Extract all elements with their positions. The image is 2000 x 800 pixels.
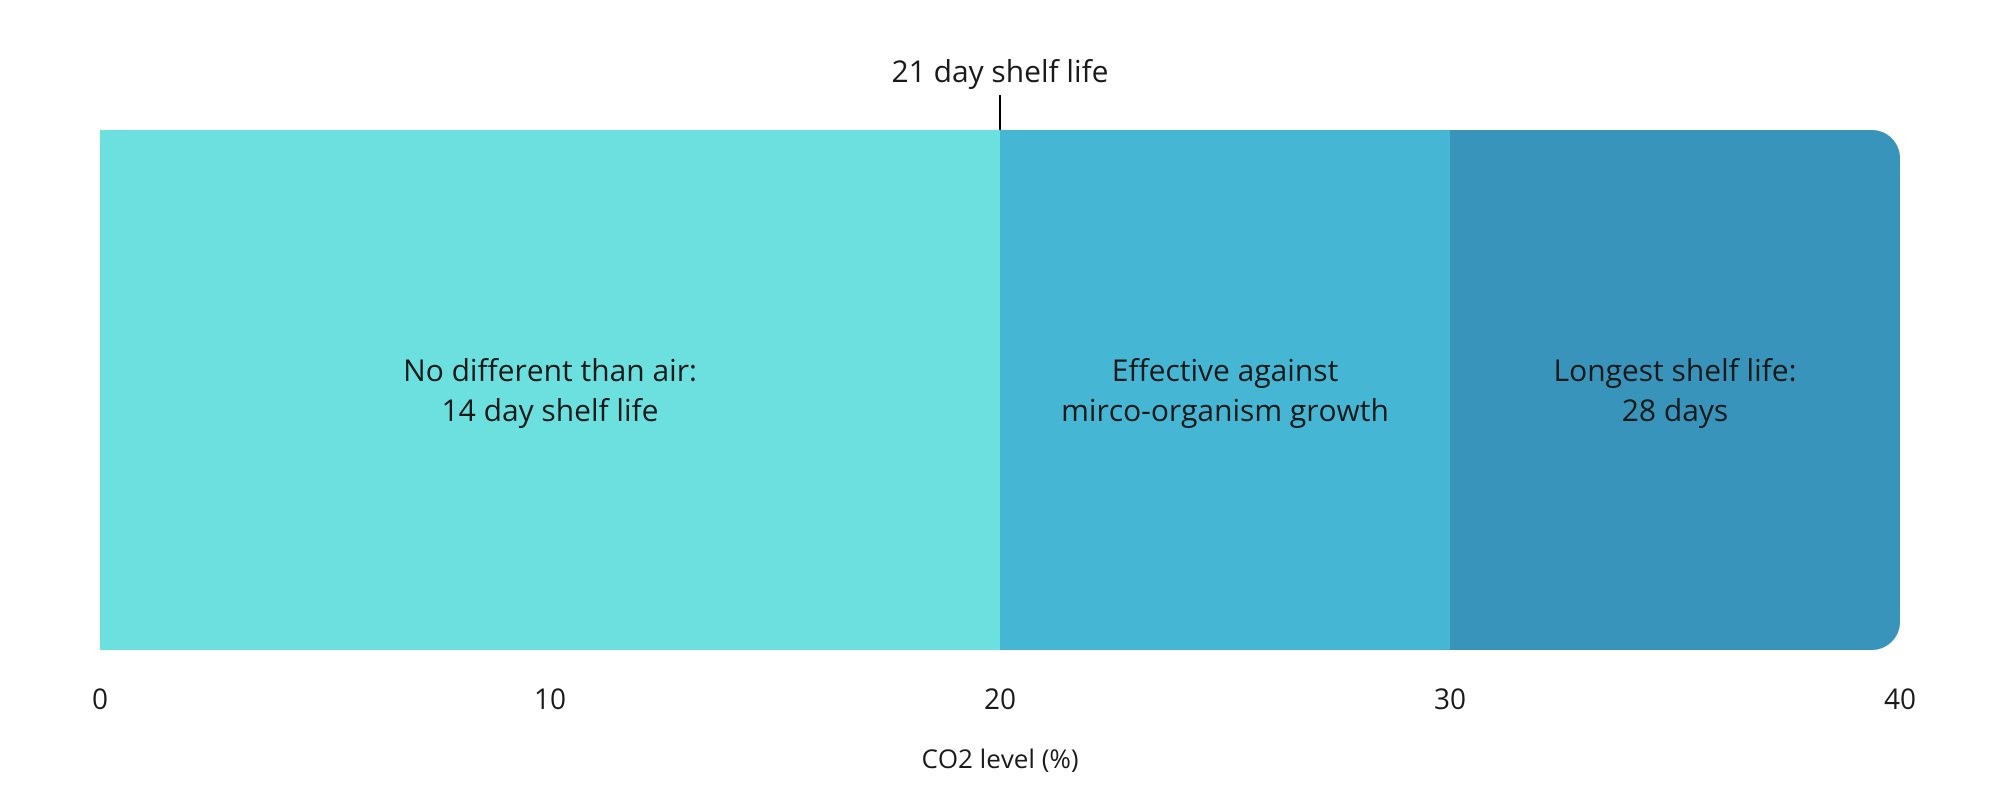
x-tick-40: 40 xyxy=(1884,680,1916,718)
x-tick-20: 20 xyxy=(984,680,1016,718)
x-tick-0: 0 xyxy=(92,680,108,718)
co2-shelf-life-chart: 21 day shelf life No different than air:… xyxy=(0,0,2000,800)
segment-1: Effective against mirco-organism growth xyxy=(1000,130,1450,650)
segment-2: Longest shelf life: 28 days xyxy=(1450,130,1900,650)
x-tick-10: 10 xyxy=(534,680,566,718)
segment-0: No different than air: 14 day shelf life xyxy=(100,130,1000,650)
annotation-21-day: 21 day shelf life xyxy=(891,50,1108,91)
x-axis-label: CO2 level (%) xyxy=(921,740,1078,776)
bar-track: No different than air: 14 day shelf life… xyxy=(100,130,1900,650)
x-tick-30: 30 xyxy=(1434,680,1466,718)
